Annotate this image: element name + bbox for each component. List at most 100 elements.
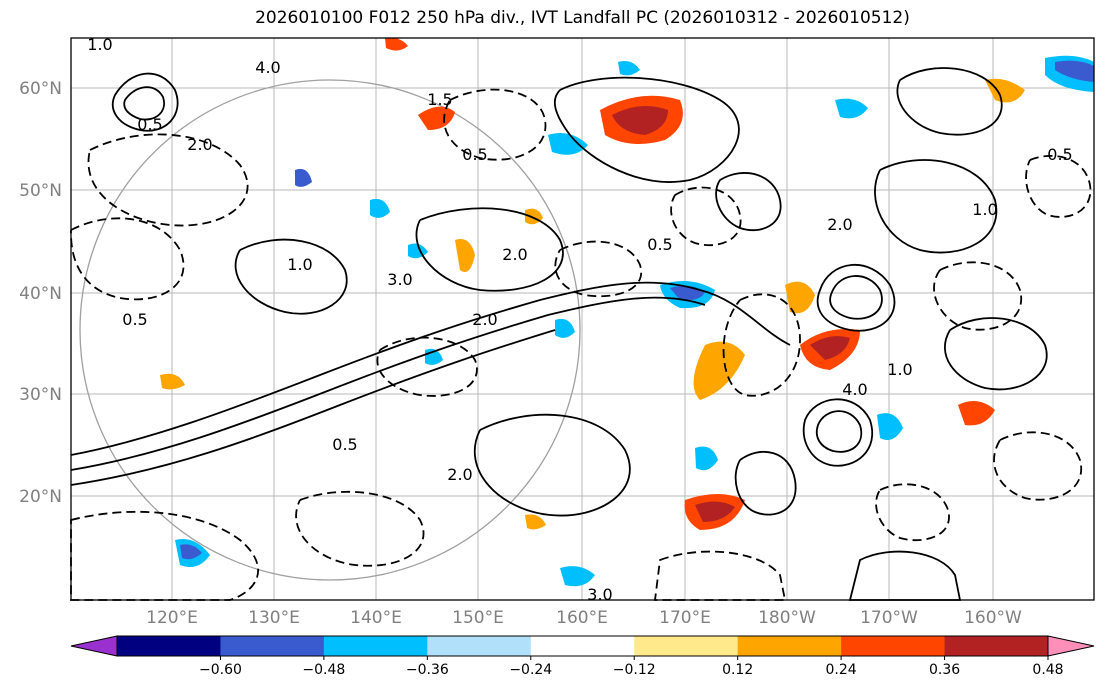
colorbar-segment xyxy=(427,636,532,656)
lon-label-170e: 170°E xyxy=(659,608,711,628)
longitude-labels: 120°E 130°E 140°E 150°E 160°E 170°E 180°… xyxy=(146,608,1022,628)
lon-label-160e: 160°E xyxy=(556,608,608,628)
solid-contour xyxy=(415,207,564,292)
plot-frame xyxy=(70,37,1095,601)
solid-contour xyxy=(896,67,1003,136)
solid-contour xyxy=(848,550,962,601)
negative-patch xyxy=(695,446,718,471)
positive-patch xyxy=(785,281,815,314)
contour-label: 0.5 xyxy=(137,115,162,134)
colorbar-segment xyxy=(530,636,635,656)
solid-contour xyxy=(734,451,797,516)
positive-patch xyxy=(455,239,475,273)
positive-patch xyxy=(985,78,1025,103)
solid-contour xyxy=(829,275,883,320)
dashed-contour xyxy=(295,490,425,567)
positive-patch xyxy=(418,106,455,130)
colorbar-segment xyxy=(220,636,325,656)
plot-area: 1.0 0.5 2.0 4.0 1.5 0.5 2.0 3.0 0.5 1.0 2.0 0.5 4.0 1… xyxy=(70,35,1095,604)
latitude-labels: 60°N 50°N 40°N 30°N 20°N xyxy=(19,79,62,507)
colorbar-ticks: −0.60 −0.48 −0.36 −0.24 −0.12 0.12 0.24 0.36 0.4… xyxy=(199,656,1064,678)
colorbar: −0.60 −0.48 −0.36 −0.24 −0.12 0.12 0.24 0.36 0.4… xyxy=(70,635,1095,678)
dashed-contour xyxy=(87,133,249,227)
colorbar-segments xyxy=(116,635,1049,657)
dashed-contours xyxy=(70,88,1092,601)
contour-label: 1.0 xyxy=(87,35,112,54)
solid-contour xyxy=(234,238,348,315)
colorbar-tick-label: −0.24 xyxy=(509,662,552,678)
dashed-contour xyxy=(376,336,478,397)
lat-label-40n: 40°N xyxy=(19,284,62,304)
lat-label-20n: 20°N xyxy=(19,487,62,507)
contour-label: 2.0 xyxy=(187,135,212,154)
solid-contour xyxy=(715,172,782,232)
dashed-contour xyxy=(933,261,1023,331)
colorbar-segment xyxy=(737,636,842,656)
lon-label-120e: 120°E xyxy=(146,608,198,628)
dashed-contour xyxy=(875,483,950,542)
negative-patch xyxy=(555,318,575,338)
solid-contour xyxy=(874,159,998,254)
lat-label-50n: 50°N xyxy=(19,181,62,201)
dashed-contour xyxy=(554,240,643,298)
negative-patch xyxy=(877,413,903,441)
solid-contour xyxy=(123,86,165,121)
positive-patch xyxy=(385,37,408,51)
contour-label: 0.5 xyxy=(462,145,487,164)
colorbar-segment xyxy=(117,636,221,656)
contour-label: 0.5 xyxy=(122,310,147,329)
gridlines xyxy=(71,38,1094,600)
solid-contour xyxy=(553,76,740,183)
contour-label: 2.0 xyxy=(447,465,472,484)
contour-label: 4.0 xyxy=(255,58,280,77)
colorbar-segment xyxy=(323,636,428,656)
positive-patch xyxy=(958,401,995,426)
colorbar-segment xyxy=(634,636,739,656)
contour-label: 2.0 xyxy=(502,245,527,264)
colorbar-tick-label: 0.24 xyxy=(826,662,857,678)
solid-contour xyxy=(70,281,791,456)
dashed-contour xyxy=(70,217,185,301)
colorbar-tick-label: −0.36 xyxy=(406,662,449,678)
dashed-contour xyxy=(443,88,547,161)
solid-contour xyxy=(815,410,863,453)
lon-label-170w: 170°W xyxy=(860,608,918,628)
contour-label: 3.0 xyxy=(387,270,412,289)
contour-label: 1.0 xyxy=(887,360,912,379)
lat-label-30n: 30°N xyxy=(19,385,62,405)
negative-patch xyxy=(618,61,640,76)
lon-label-180w: 180°W xyxy=(758,608,816,628)
colorbar-tick-label: −0.60 xyxy=(199,662,242,678)
lon-label-130e: 130°E xyxy=(248,608,300,628)
contour-label: 1.0 xyxy=(287,255,312,274)
lat-label-60n: 60°N xyxy=(19,79,62,99)
solid-contour xyxy=(473,413,631,517)
colorbar-segment xyxy=(841,636,946,656)
dashed-contour xyxy=(70,510,259,601)
dashed-contour xyxy=(993,431,1083,501)
solid-contour xyxy=(802,398,873,467)
negative-patch xyxy=(180,544,202,560)
dashed-contour xyxy=(670,186,742,247)
negative-patch xyxy=(295,168,312,187)
contour-label: 0.5 xyxy=(332,435,357,454)
dashed-contour xyxy=(722,293,801,397)
solid-contour xyxy=(816,263,896,332)
colorbar-tick-label: −0.12 xyxy=(613,662,656,678)
contour-label: 2.0 xyxy=(827,215,852,234)
range-circle xyxy=(79,79,581,581)
colorbar-tick-label: 0.36 xyxy=(929,662,960,678)
colorbar-tick-label: −0.48 xyxy=(302,662,345,678)
colorbar-segment xyxy=(944,636,1049,656)
contour-label: 2.0 xyxy=(472,310,497,329)
positive-patch xyxy=(695,501,735,522)
negative-patch xyxy=(560,566,595,587)
colorbar-left-arrow xyxy=(70,635,118,657)
lon-label-160w: 160°W xyxy=(964,608,1022,628)
contour-labels: 1.0 0.5 2.0 4.0 1.5 0.5 2.0 3.0 0.5 1.0 2.0 0.5 4.0 1… xyxy=(87,35,1072,604)
divergence-shading xyxy=(160,37,1094,587)
solid-contour xyxy=(70,329,556,486)
map-title: 2026010100 F012 250 hPa div., IVT Landfa… xyxy=(255,8,910,28)
contour-label: 3.0 xyxy=(587,585,612,604)
negative-patch xyxy=(370,198,390,218)
